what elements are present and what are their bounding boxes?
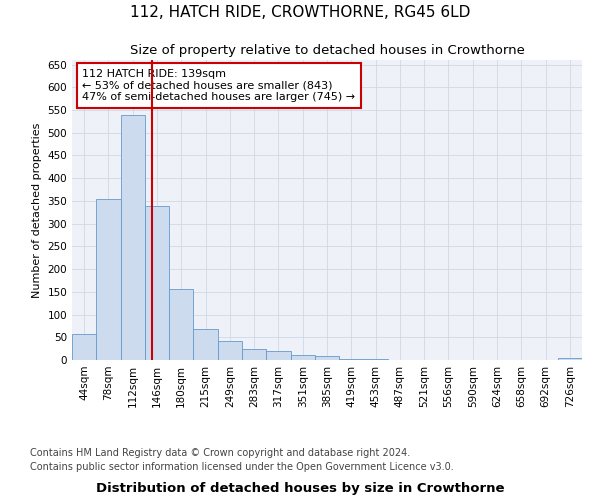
Text: 112, HATCH RIDE, CROWTHORNE, RG45 6LD: 112, HATCH RIDE, CROWTHORNE, RG45 6LD [130, 5, 470, 20]
Text: Distribution of detached houses by size in Crowthorne: Distribution of detached houses by size … [96, 482, 504, 495]
Bar [96, 199, 121, 360]
Text: Contains public sector information licensed under the Open Government Licence v3: Contains public sector information licen… [30, 462, 454, 472]
Y-axis label: Number of detached properties: Number of detached properties [32, 122, 42, 298]
Text: 112 HATCH RIDE: 139sqm
← 53% of detached houses are smaller (843)
47% of semi-de: 112 HATCH RIDE: 139sqm ← 53% of detached… [82, 69, 355, 102]
Bar [121, 114, 145, 360]
Bar [290, 356, 315, 360]
Bar [558, 358, 582, 360]
Bar [193, 329, 218, 360]
Bar [218, 341, 242, 360]
Bar [364, 359, 388, 360]
Bar [266, 351, 290, 360]
Bar [315, 356, 339, 360]
Bar [242, 348, 266, 360]
Bar [72, 334, 96, 360]
Bar [169, 288, 193, 360]
Text: Contains HM Land Registry data © Crown copyright and database right 2024.: Contains HM Land Registry data © Crown c… [30, 448, 410, 458]
Bar [339, 359, 364, 360]
Bar [145, 206, 169, 360]
Title: Size of property relative to detached houses in Crowthorne: Size of property relative to detached ho… [130, 44, 524, 58]
